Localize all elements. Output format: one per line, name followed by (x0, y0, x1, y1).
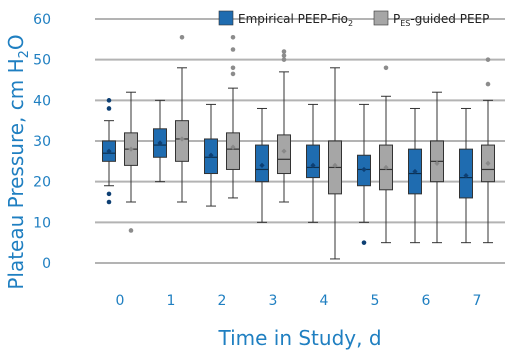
legend-label-empirical: Empirical PEEP-Fio2 (238, 12, 353, 28)
mean-marker (128, 146, 134, 152)
box-iqr (306, 144, 320, 179)
outlier-point-0 (128, 228, 134, 233)
mean-marker (434, 160, 440, 166)
mean-marker (106, 148, 112, 154)
outlier-point-0 (179, 35, 185, 40)
box-empirical-day-2 (204, 103, 218, 207)
outlier-point-2 (281, 49, 287, 54)
mean-marker (361, 166, 367, 173)
y-axis-title: Plateau Pressure, cm H2O (4, 34, 32, 289)
mean-marker (332, 162, 338, 168)
box-pes-day-6 (430, 91, 444, 244)
legend-label-pes: PES-guided PEEP (393, 12, 489, 28)
mean-marker (230, 144, 236, 150)
box-pes-day-5 (379, 65, 393, 244)
y-axis-ticks: 0 10 20 30 40 50 60 (33, 12, 51, 272)
y-axis-title-main: Plateau Pressure, cm H (4, 58, 28, 289)
legend: Empirical PEEP-Fio2 PES-guided PEEP (218, 10, 489, 28)
x-tick-label-3: 3 (269, 293, 278, 309)
mean-marker (412, 168, 418, 175)
box-empirical-day-3 (255, 107, 269, 223)
y-tick-label-10: 10 (33, 215, 51, 231)
outlier-point-0 (383, 65, 389, 71)
x-tick-label-4: 4 (320, 293, 329, 309)
x-tick-label-7: 7 (473, 293, 482, 309)
mean-marker (208, 152, 214, 158)
mean-marker (179, 136, 185, 142)
y-axis-title-sub: 2 (17, 50, 32, 58)
y-tick-label-60: 60 (33, 12, 51, 28)
outlier-point-1 (230, 65, 236, 71)
box-empirical-day-6 (408, 107, 422, 244)
x-axis-ticks: 0 1 2 3 4 5 6 7 (116, 293, 482, 309)
outlier-point-0 (106, 199, 112, 205)
x-tick-label-6: 6 (422, 293, 431, 309)
box-empirical-day-1 (153, 99, 167, 183)
box-empirical-day-5 (357, 103, 371, 245)
box-empirical-day-0 (102, 98, 116, 205)
x-tick-label-1: 1 (167, 293, 176, 309)
y-tick-label-50: 50 (33, 53, 51, 69)
y-tick-label-40: 40 (33, 93, 51, 109)
x-axis-title: Time in Study, d (217, 326, 381, 350)
box-pes-day-3 (277, 49, 291, 203)
y-axis-title-tail: O (4, 34, 28, 50)
box-pes-day-1 (175, 35, 189, 203)
outlier-point-3 (106, 98, 112, 103)
box-pes-day-7 (481, 57, 495, 244)
box-empirical-day-7 (459, 107, 473, 244)
box-pes-day-0 (124, 91, 138, 233)
x-tick-label-0: 0 (116, 293, 125, 309)
y-tick-label-0: 0 (42, 256, 51, 272)
outlier-point-1 (106, 191, 112, 197)
box-empirical-day-4 (306, 103, 320, 223)
mean-marker (485, 160, 491, 166)
box-pes-day-4 (328, 67, 342, 260)
mean-marker (463, 172, 469, 179)
legend-swatch-pes (373, 10, 389, 26)
mean-marker (157, 140, 163, 146)
mean-marker (383, 164, 389, 171)
y-tick-label-30: 30 (33, 134, 51, 150)
box-iqr (226, 132, 240, 170)
y-tick-label-20: 20 (33, 175, 51, 191)
outlier-point-0 (361, 240, 367, 245)
mean-marker (259, 162, 265, 168)
box-pes-day-2 (226, 35, 240, 199)
outlier-point-0 (230, 71, 236, 77)
outlier-point-2 (106, 106, 112, 111)
mean-marker (310, 162, 316, 168)
plot-area (102, 35, 495, 260)
mean-marker (281, 148, 287, 154)
x-tick-label-5: 5 (371, 293, 380, 309)
outlier-point-0 (485, 81, 491, 87)
outlier-point-2 (230, 47, 236, 52)
outlier-point-0 (281, 57, 287, 62)
outlier-point-1 (485, 57, 491, 62)
box-iqr (277, 134, 291, 175)
outlier-point-3 (230, 35, 236, 40)
x-tick-label-2: 2 (218, 293, 227, 309)
outlier-point-1 (281, 53, 287, 58)
legend-swatch-empirical (218, 10, 234, 26)
